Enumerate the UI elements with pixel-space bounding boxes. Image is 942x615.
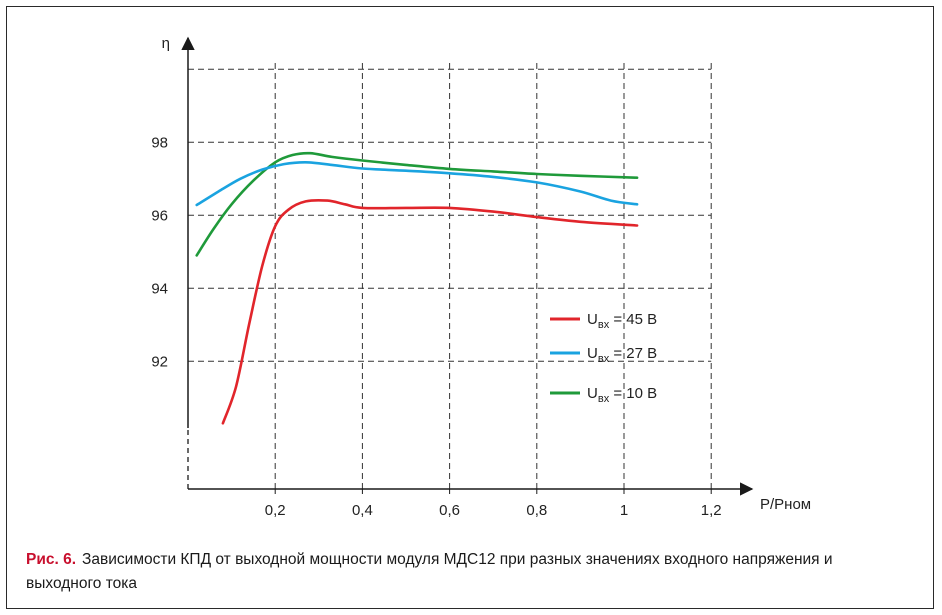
- series-line-0: [221, 198, 639, 425]
- y-tick-label: 96: [151, 207, 168, 224]
- x-tick-label: 0,2: [265, 502, 286, 519]
- legend-label-1: Uвх = 27 В: [587, 345, 657, 365]
- y-tick-label: 94: [151, 280, 168, 297]
- tick-labels: 0,2 0,4 0,6 0,8 1 1,2 92 94 96 98: [151, 134, 721, 519]
- legend-label-2: Uвх = 10 В: [587, 385, 657, 405]
- legend-label-0: Uвх = 45 В: [587, 311, 657, 331]
- legend: Uвх = 45 В Uвх = 27 В Uвх = 10 В: [550, 311, 657, 405]
- y-tick-label: 92: [151, 353, 168, 370]
- y-axis-label: η: [162, 35, 170, 52]
- y-tick-label: 98: [151, 134, 168, 151]
- x-tick-label: 1: [620, 502, 628, 519]
- grid: [188, 61, 712, 489]
- efficiency-chart: 0,2 0,4 0,6 0,8 1 1,2 92 94 96 98 η P/Pном Uвх = …: [151, 35, 811, 519]
- series-line-1: [195, 160, 639, 207]
- axes: [181, 36, 754, 496]
- caption-text: Зависимости КПД от выходной мощности мод…: [26, 551, 833, 592]
- x-tick-label: 1,2: [701, 502, 722, 519]
- x-tick-label: 0,8: [526, 502, 547, 519]
- series: [195, 151, 639, 425]
- figure-caption: Рис. 6. Зависимости КПД от выходной мощно…: [26, 548, 906, 596]
- x-tick-label: 0,6: [439, 502, 460, 519]
- figure-frame: [6, 6, 934, 609]
- x-tick-label: 0,4: [352, 502, 373, 519]
- x-axis-label: P/Pном: [760, 496, 811, 513]
- series-line-2: [195, 151, 639, 257]
- caption-lead: Рис. 6.: [26, 551, 77, 568]
